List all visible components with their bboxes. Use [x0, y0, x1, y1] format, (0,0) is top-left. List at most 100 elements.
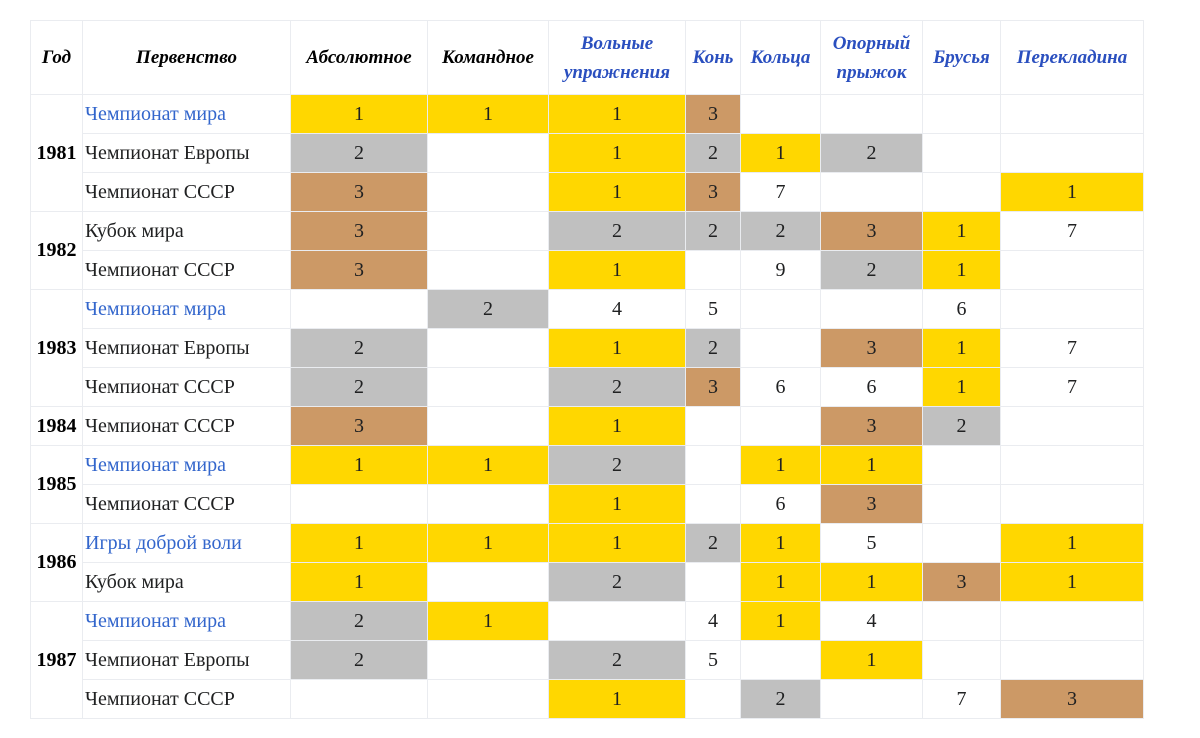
table-row: Кубок мира 1 2 1 1 3 1: [31, 562, 1144, 602]
result-cell: [685, 562, 741, 602]
table-row: 1983 Чемпионат мира 2 4 5 6: [30, 289, 1144, 407]
result-cell: 6: [922, 289, 1001, 329]
result-cell: [548, 601, 686, 641]
result-cell: 1: [548, 328, 686, 368]
result-cell: 1: [548, 250, 686, 290]
result-cell: [922, 94, 1001, 134]
result-cell: 1: [820, 445, 923, 485]
result-cell: 1: [548, 406, 686, 446]
year-cell: 1983: [30, 289, 83, 407]
column-header[interactable]: Конь: [685, 20, 741, 95]
result-cell: 1: [427, 445, 549, 485]
result-cell: 7: [1000, 211, 1144, 251]
result-cell: [740, 289, 821, 329]
column-header[interactable]: Брусья: [922, 20, 1001, 95]
column-header: Командное: [427, 20, 549, 95]
result-cell: 2: [548, 367, 686, 407]
result-cell: 4: [548, 289, 686, 329]
result-cell: 6: [740, 484, 821, 524]
table-row: 1984 Чемпионат СССР 3 1 3 2: [30, 406, 1144, 446]
year-cell: 1984: [30, 406, 83, 446]
event-name: Чемпионат СССР: [82, 484, 291, 524]
result-cell: [427, 679, 549, 719]
event-link[interactable]: Чемпионат мира: [82, 289, 291, 329]
result-cell: 6: [820, 367, 923, 407]
table-row: 1987 Чемпионат мира 2 1 4 1 4: [30, 601, 1144, 719]
result-cell: 2: [740, 679, 821, 719]
result-cell: 7: [1000, 328, 1144, 368]
result-cell: 3: [685, 172, 741, 212]
event-link[interactable]: Игры доброй воли: [82, 523, 291, 563]
result-cell: [685, 406, 741, 446]
table-row: Чемпионат СССР 1 6 3: [31, 484, 1144, 524]
result-cell: 2: [548, 211, 686, 251]
result-cell: [427, 484, 549, 524]
result-cell: 2: [820, 133, 923, 173]
result-cell: [740, 406, 821, 446]
result-cell: 7: [922, 679, 1001, 719]
event-name: Чемпионат СССР: [82, 679, 291, 719]
event-link[interactable]: Чемпионат мира: [82, 445, 291, 485]
result-cell: [1000, 289, 1144, 329]
event-name: Кубок мира: [82, 211, 291, 251]
event-name: Чемпионат Европы: [82, 640, 291, 680]
result-cell: 1: [548, 484, 686, 524]
column-header[interactable]: Вольные упражнения: [548, 20, 686, 95]
result-cell: 3: [685, 367, 741, 407]
result-cell: 2: [820, 250, 923, 290]
result-cell: 1: [740, 523, 821, 563]
results-table: Год Первенство Абсолютное Командное Вольные …: [30, 20, 1144, 719]
result-cell: [685, 484, 741, 524]
result-cell: 2: [740, 211, 821, 251]
result-cell: [922, 172, 1001, 212]
result-cell: [1000, 445, 1144, 485]
result-cell: 2: [290, 133, 428, 173]
result-cell: [922, 484, 1001, 524]
result-cell: 6: [740, 367, 821, 407]
result-cell: 1: [548, 133, 686, 173]
result-cell: 2: [685, 328, 741, 368]
result-cell: [427, 406, 549, 446]
result-cell: 4: [685, 601, 741, 641]
table-row: Чемпионат СССР 1 2 7 3: [31, 679, 1144, 719]
result-cell: 2: [548, 562, 686, 602]
column-header: Год: [30, 20, 83, 95]
result-cell: [922, 640, 1001, 680]
result-cell: 1: [740, 445, 821, 485]
result-cell: [1000, 133, 1144, 173]
column-header[interactable]: Кольца: [740, 20, 821, 95]
event-link[interactable]: Чемпионат мира: [82, 94, 291, 134]
table-row: Чемпионат Европы 2 1 2 1 2: [31, 133, 1144, 173]
event-link[interactable]: Чемпионат мира: [82, 601, 291, 641]
result-cell: [427, 133, 549, 173]
result-cell: 1: [290, 445, 428, 485]
result-cell: 2: [427, 289, 549, 329]
result-cell: 2: [685, 133, 741, 173]
event-name: Чемпионат СССР: [82, 367, 291, 407]
result-cell: 9: [740, 250, 821, 290]
result-cell: [1000, 484, 1144, 524]
result-cell: 4: [820, 601, 923, 641]
result-cell: 1: [427, 523, 549, 563]
result-cell: 1: [740, 133, 821, 173]
result-cell: [922, 601, 1001, 641]
result-cell: 1: [740, 562, 821, 602]
result-cell: 7: [740, 172, 821, 212]
result-cell: 3: [820, 484, 923, 524]
result-cell: [427, 562, 549, 602]
result-cell: 2: [290, 328, 428, 368]
result-cell: 2: [548, 445, 686, 485]
result-cell: [685, 250, 741, 290]
column-header[interactable]: Опорный прыжок: [820, 20, 923, 95]
result-cell: [685, 445, 741, 485]
column-header[interactable]: Перекладина: [1000, 20, 1144, 95]
table-row: Чемпионат СССР 3 1 3 7 1: [31, 172, 1144, 212]
result-cell: 3: [1000, 679, 1144, 719]
result-cell: 1: [922, 250, 1001, 290]
result-cell: 1: [1000, 562, 1144, 602]
header-row: Год Первенство Абсолютное Командное Вольные …: [30, 20, 1144, 95]
result-cell: 2: [290, 640, 428, 680]
year-cell: 1987: [30, 601, 83, 719]
event-name: Кубок мира: [82, 562, 291, 602]
result-cell: [922, 445, 1001, 485]
